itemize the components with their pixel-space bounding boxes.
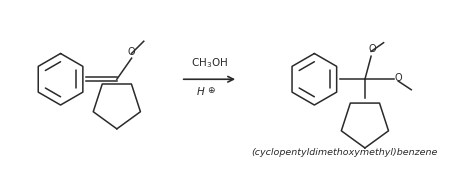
Text: O: O — [127, 47, 135, 57]
Text: (cyclopentyldimethoxymethyl)benzene: (cyclopentyldimethoxymethyl)benzene — [251, 149, 437, 158]
Text: O: O — [394, 73, 401, 83]
Text: O: O — [368, 44, 375, 54]
Text: H: H — [197, 87, 204, 97]
Text: CH$_3$OH: CH$_3$OH — [191, 56, 228, 70]
Text: $\oplus$: $\oplus$ — [207, 85, 216, 95]
